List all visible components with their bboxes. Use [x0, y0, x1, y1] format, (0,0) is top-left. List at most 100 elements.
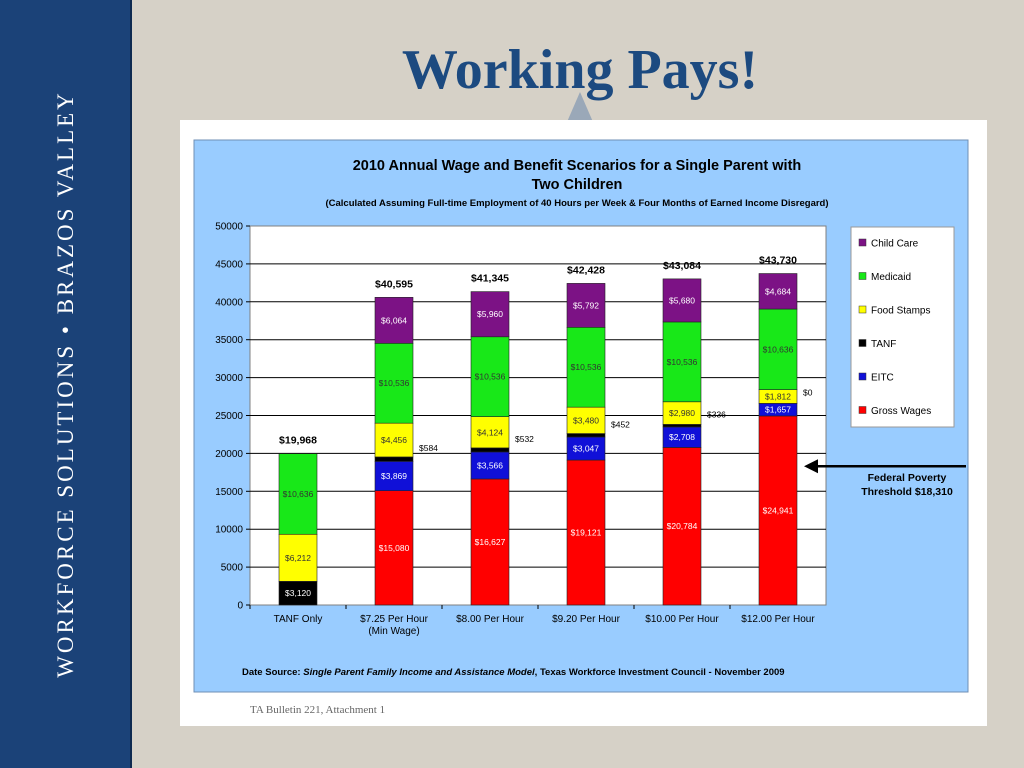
data-label: $3,120 [285, 588, 311, 598]
y-tick-label: 25000 [215, 411, 243, 422]
x-tick-label: $9.20 Per Hour [552, 614, 620, 625]
x-tick-label: $12.00 Per Hour [741, 614, 815, 625]
legend-label: Food Stamps [871, 306, 930, 317]
side-data-label: $0 [803, 387, 813, 397]
data-label: $4,684 [765, 286, 791, 296]
bar-segment [566, 326, 606, 408]
x-tick-label: $8.00 Per Hour [456, 614, 524, 625]
bar-segment [758, 415, 798, 606]
data-label: $5,792 [573, 300, 599, 310]
data-label: $3,869 [381, 471, 407, 481]
legend-label: TANF [871, 339, 896, 350]
total-label: $43,730 [759, 255, 797, 267]
bar-segment [470, 478, 510, 606]
chart: 2010 Annual Wage and Benefit Scenarios f… [193, 139, 969, 693]
bar-segment [374, 343, 414, 424]
data-label: $20,784 [667, 521, 698, 531]
side-data-label: $584 [419, 443, 438, 453]
poverty-annotation: Federal Poverty [868, 472, 947, 484]
bar-segment [374, 422, 414, 458]
data-label: $10,536 [379, 378, 410, 388]
page-title: Working Pays! [401, 39, 759, 101]
bar-segment [278, 533, 318, 582]
legend-swatch [858, 372, 867, 381]
chart-source-prefix: Date Source: [242, 667, 303, 678]
y-tick-label: 30000 [215, 373, 243, 384]
chart-panel: 2010 Annual Wage and Benefit Scenarios f… [180, 120, 987, 726]
poverty-arrow-head [804, 459, 818, 474]
bar-segment [374, 490, 414, 606]
chart-title-line-1: 2010 Annual Wage and Benefit Scenarios f… [353, 158, 802, 174]
bar-segment [374, 456, 414, 462]
data-label: $5,960 [477, 309, 503, 319]
side-data-label: $452 [611, 419, 630, 429]
bar-segment [566, 433, 606, 438]
legend-label: Child Care [871, 239, 919, 250]
chart-source-italic: Single Parent Family Income and Assistan… [303, 667, 535, 678]
bar-segment [470, 416, 510, 449]
poverty-annotation: Threshold $18,310 [861, 486, 953, 498]
data-label: $15,080 [379, 543, 410, 553]
y-tick-label: 45000 [215, 259, 243, 270]
bar-segment [662, 447, 702, 606]
footnote: TA Bulletin 221, Attachment 1 [250, 704, 386, 716]
total-label: $41,345 [471, 273, 509, 285]
data-label: $2,980 [669, 408, 695, 418]
data-label: $10,636 [763, 344, 794, 354]
data-label: $1,812 [765, 392, 791, 402]
total-label: $19,968 [279, 435, 317, 447]
data-label: $24,941 [763, 505, 794, 515]
x-tick-label: TANF Only [274, 614, 323, 625]
y-tick-label: 10000 [215, 525, 243, 536]
sidebar: WORKFORCE SOLUTIONS • BRAZOS VALLEY [0, 0, 132, 768]
y-tick-label: 40000 [215, 297, 243, 308]
bar-segment [566, 283, 606, 328]
legend-swatch [858, 406, 867, 414]
y-tick-label: 0 [237, 601, 243, 612]
data-label: $10,636 [283, 489, 314, 499]
x-tick-label: $7.25 Per Hour [360, 614, 428, 625]
data-label: $10,536 [475, 372, 506, 382]
legend-label: Medicaid [871, 272, 911, 283]
bar-segment [758, 273, 798, 310]
legend-swatch [858, 238, 867, 247]
bar-segment [662, 321, 702, 403]
bar-segment [278, 453, 318, 535]
bar-segment [662, 424, 702, 428]
data-label: $10,536 [667, 357, 698, 367]
data-label: $10,536 [571, 362, 602, 372]
bar-segment [374, 461, 414, 491]
y-tick-label: 35000 [215, 335, 243, 346]
x-tick-label: $10.00 Per Hour [645, 614, 719, 625]
y-tick-label: 5000 [221, 563, 244, 574]
data-label: $6,064 [381, 315, 407, 325]
legend-swatch [858, 272, 867, 280]
legend-box [850, 226, 955, 428]
data-label: $1,657 [765, 405, 791, 415]
legend-swatch [858, 339, 867, 347]
legend-swatch [858, 305, 867, 314]
data-label: $2,708 [669, 432, 695, 442]
bar-segment [470, 451, 510, 480]
chart-source-suffix: , Texas Workforce Investment Council - N… [535, 667, 785, 678]
total-label: $40,595 [375, 278, 413, 290]
total-label: $43,084 [663, 260, 701, 272]
y-tick-label: 15000 [215, 487, 243, 498]
chart-subtitle: (Calculated Assuming Full-time Employmen… [325, 198, 828, 209]
bar-segment [758, 308, 798, 390]
y-tick-label: 20000 [215, 449, 243, 460]
chart-title-line-2: Two Children [532, 177, 623, 193]
title-wedge-decoration [567, 92, 593, 122]
data-label: $4,456 [381, 435, 407, 445]
legend-label: Gross Wages [871, 406, 931, 417]
legend-label: EITC [871, 373, 894, 384]
bar-segment [566, 406, 606, 434]
bar-segment [470, 447, 510, 453]
x-tick-label: (Min Wage) [368, 626, 419, 637]
data-label: $3,047 [573, 444, 599, 454]
bar-segment [662, 278, 702, 323]
data-label: $6,212 [285, 553, 311, 563]
bar-segment [470, 336, 510, 417]
data-label: $19,121 [571, 528, 602, 538]
data-label: $3,566 [477, 460, 503, 470]
